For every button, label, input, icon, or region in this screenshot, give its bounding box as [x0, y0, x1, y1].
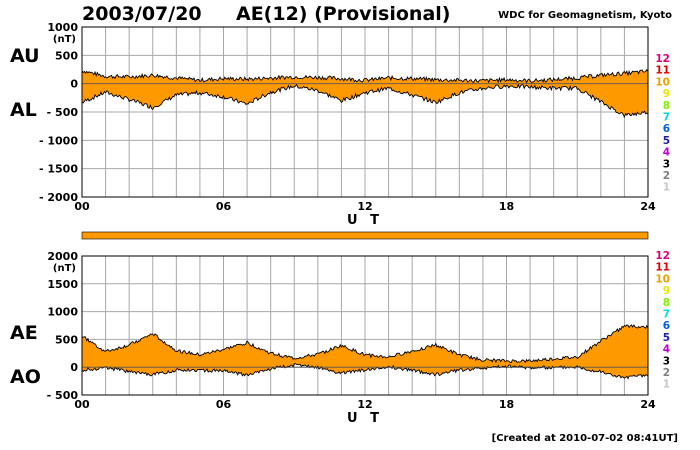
station-legend-item: 4 [663, 147, 670, 159]
x-tick-label: 24 [640, 200, 656, 213]
y-tick-label: 1000 [47, 306, 78, 319]
station-legend-item: 12 [655, 53, 670, 65]
station-legend-item: 6 [663, 320, 670, 332]
station-legend-item: 9 [663, 285, 670, 297]
x-tick-label: 12 [357, 398, 372, 411]
y-tick-label: - 1000 [39, 134, 78, 147]
y-unit-label: (nT) [53, 34, 76, 45]
y-tick-label: 500 [55, 49, 78, 62]
station-legend-item: 7 [663, 112, 670, 124]
station-legend-item: 10 [655, 273, 670, 285]
series-line-al [81, 83, 649, 119]
x-tick-label: 06 [216, 200, 232, 213]
x-tick-label: 18 [499, 398, 514, 411]
y-unit-label: (nT) [53, 263, 76, 274]
station-legend-item: 1 [663, 182, 670, 194]
station-legend-item: 8 [663, 297, 670, 309]
x-tick-label: 12 [357, 200, 372, 213]
station-legend-item: 11 [655, 65, 670, 77]
x-tick-label: 06 [216, 398, 232, 411]
series-band-ae-ao [82, 324, 648, 379]
plot-frame [81, 255, 649, 396]
y-tick-label: - 500 [47, 106, 79, 119]
y-tick-label: 0 [70, 361, 78, 374]
created-timestamp: [Created at 2010-07-02 08:41UT] [491, 433, 678, 444]
series-label-ao: AO [10, 366, 41, 388]
y-tick-label: 2000 [47, 250, 78, 263]
data-source: WDC for Geomagnetism, Kyoto [498, 10, 672, 21]
series-label-al: AL [10, 99, 37, 121]
y-tick-label: 500 [55, 333, 78, 346]
station-legend-item: 3 [663, 355, 670, 367]
station-legend-item: 5 [663, 135, 670, 147]
station-legend-item: 4 [663, 344, 670, 356]
y-tick-label: - 1500 [39, 163, 78, 176]
station-legend-item: 9 [663, 88, 670, 100]
grid-panel-2 [81, 255, 649, 396]
data-coverage-bar [81, 231, 649, 240]
x-tick-label: 24 [640, 398, 656, 411]
station-legend-item: 1 [663, 379, 670, 391]
series-line-ao [81, 363, 649, 380]
x-tick-label: 00 [74, 200, 90, 213]
y-tick-label: 1500 [47, 278, 78, 291]
grid-panel-1 [81, 26, 649, 198]
station-legend-item: 7 [663, 309, 670, 321]
series-label-ae: AE [10, 322, 38, 344]
plot-frame [81, 26, 649, 198]
station-legend-item: 11 [655, 262, 670, 274]
station-legend-item: 12 [655, 250, 670, 262]
station-legend-item: 2 [663, 170, 670, 182]
station-legend-item: 6 [663, 123, 670, 135]
station-legend-item: 10 [655, 76, 670, 88]
y-tick-label: - 2000 [39, 191, 78, 204]
x-axis-label: U T [347, 411, 383, 426]
station-legend-item: 5 [663, 332, 670, 344]
x-tick-label: 00 [74, 398, 90, 411]
series-line-au [81, 68, 649, 84]
series-label-au: AU [10, 45, 40, 67]
x-axis-label: U T [347, 213, 383, 228]
station-legend-item: 2 [663, 367, 670, 379]
chart-title: AE(12) (Provisional) [236, 3, 451, 25]
y-tick-label: 1000 [47, 21, 78, 34]
x-tick-label: 18 [499, 200, 514, 213]
station-legend-item: 3 [663, 158, 670, 170]
chart-date: 2003/07/20 [82, 3, 202, 25]
y-tick-label: 0 [70, 78, 78, 91]
series-line-ae [81, 324, 649, 364]
y-tick-label: - 500 [47, 389, 79, 402]
station-legend-item: 8 [663, 100, 670, 112]
